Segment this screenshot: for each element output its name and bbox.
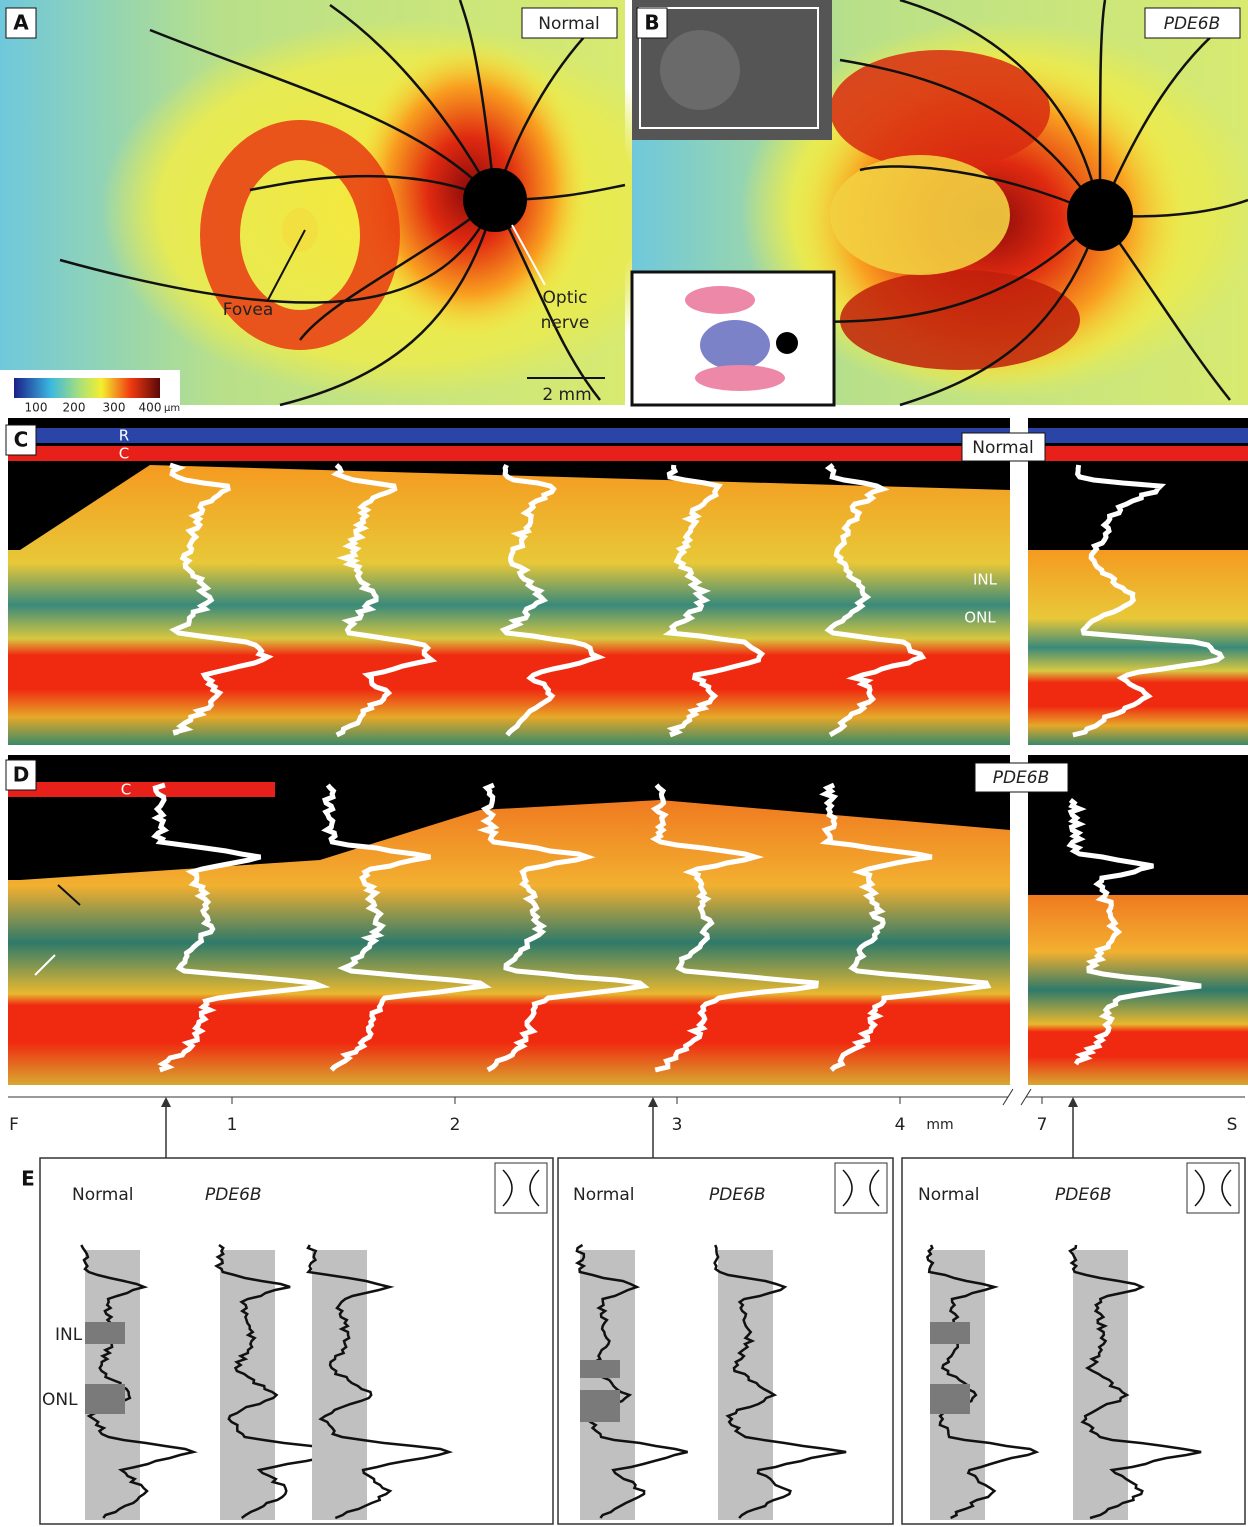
profile-fill xyxy=(220,1250,275,1520)
scale-label: 2 mm xyxy=(542,385,591,405)
retina-layers xyxy=(1028,895,1248,1085)
rod-bar xyxy=(1028,428,1248,443)
bar-label: C xyxy=(119,445,129,463)
schematic-region xyxy=(700,320,770,370)
tick-label: S xyxy=(1227,1115,1238,1135)
cone-bar xyxy=(8,782,275,797)
tick-label: 2 xyxy=(450,1115,461,1135)
rod-bar xyxy=(8,428,1010,443)
panel-b: B PDE6B xyxy=(632,0,1248,405)
optic-disc xyxy=(463,168,527,232)
profile-label: Normal xyxy=(72,1185,134,1205)
tick-label: 3 xyxy=(672,1115,683,1135)
tag: PDE6B xyxy=(993,768,1050,788)
cone-bar xyxy=(8,446,1010,461)
heat-region xyxy=(830,155,1010,275)
panel-d: C PDE6B D xyxy=(6,755,1248,1085)
annotation: Optic xyxy=(543,288,588,308)
retina-layers xyxy=(1028,550,1248,745)
tick-label: F xyxy=(9,1115,19,1135)
layer-band xyxy=(930,1384,970,1414)
distance-axis: F 1 2 3 4 mm 7 S xyxy=(8,1089,1245,1158)
panel-label: B xyxy=(644,11,659,35)
profile-fill xyxy=(1073,1250,1128,1520)
tag: PDE6B xyxy=(1164,14,1221,34)
optic-disc xyxy=(1067,179,1133,251)
schematic-region xyxy=(695,365,785,391)
profile-label: Normal xyxy=(918,1185,980,1205)
heat-region xyxy=(830,50,1050,170)
panel-e: E Normal PDE6B Normal PDE6B Normal PDE6B INL ON… xyxy=(21,1158,1245,1524)
bar-label: C xyxy=(121,781,131,799)
panel-label: A xyxy=(13,11,29,35)
layer-label: ONL xyxy=(42,1390,78,1410)
colorbar xyxy=(14,378,160,398)
tick-label: 1 xyxy=(227,1115,238,1135)
tag: Normal xyxy=(972,438,1034,458)
panel-label: E xyxy=(21,1167,35,1191)
profile-fill xyxy=(718,1250,773,1520)
layer-band xyxy=(580,1390,620,1422)
layer-label: ONL xyxy=(964,609,996,627)
tag: Normal xyxy=(538,14,600,34)
figure: A Normal Fovea Optic nerve 2 mm 100 200 … xyxy=(0,0,1248,1527)
profile-label: Normal xyxy=(573,1185,635,1205)
colorbar-label: 300 xyxy=(103,401,126,415)
fovea xyxy=(282,208,318,252)
tick-label: mm xyxy=(926,1117,953,1133)
colorbar-label: 400 xyxy=(139,401,162,415)
layer-band xyxy=(580,1360,620,1378)
layer-band xyxy=(85,1322,125,1344)
schematic-region xyxy=(685,286,755,314)
profile-label: PDE6B xyxy=(709,1185,766,1205)
annotation: Fovea xyxy=(223,300,274,320)
fundus-detail xyxy=(660,30,740,110)
bar-label: R xyxy=(119,427,129,445)
profile-label: PDE6B xyxy=(1055,1185,1112,1205)
panel-c: R C Normal INL ONL C xyxy=(6,418,1248,745)
layer-band xyxy=(930,1322,970,1344)
colorbar-label: 200 xyxy=(63,401,86,415)
tick-label: 4 xyxy=(895,1115,906,1135)
panel-a: A Normal Fovea Optic nerve 2 mm 100 200 … xyxy=(0,0,700,415)
layer-label: INL xyxy=(55,1325,83,1345)
layer-label: INL xyxy=(973,571,998,589)
profile-label: PDE6B xyxy=(205,1185,262,1205)
panel-label: D xyxy=(13,763,30,787)
annotation: nerve xyxy=(541,313,590,333)
colorbar-unit: µm xyxy=(164,403,180,414)
colorbar-label: 100 xyxy=(25,401,48,415)
layer-band xyxy=(85,1384,125,1414)
schematic-disc xyxy=(776,332,798,354)
cone-bar xyxy=(1028,446,1248,461)
panel-label: C xyxy=(14,428,29,452)
arrowheads xyxy=(161,1097,1078,1107)
tick-label: 7 xyxy=(1037,1115,1048,1135)
